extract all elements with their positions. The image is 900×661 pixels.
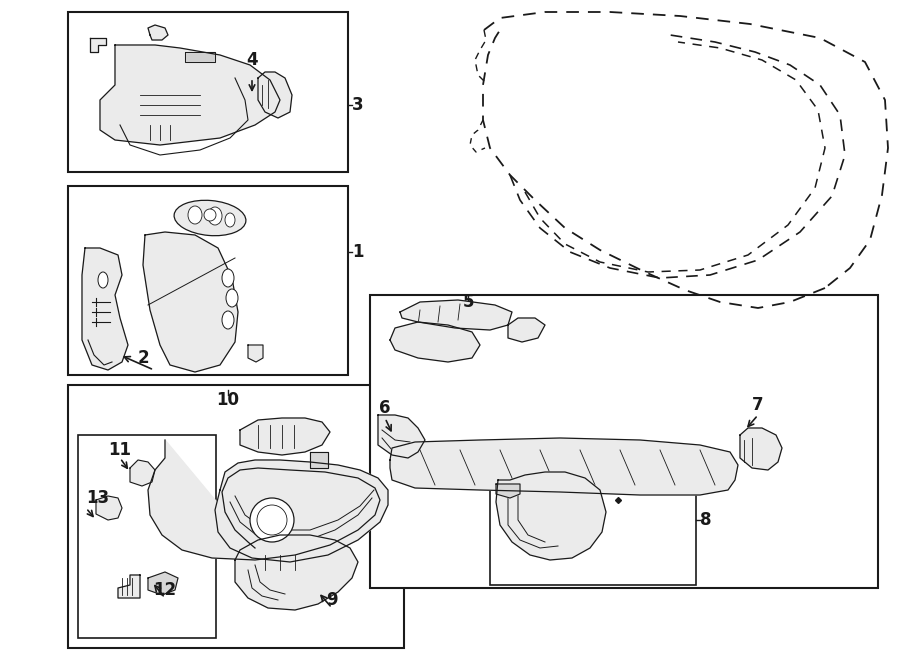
Polygon shape (496, 472, 606, 560)
Polygon shape (378, 415, 425, 458)
Circle shape (204, 209, 216, 221)
Bar (68, 385, 404, 648)
Text: 12: 12 (153, 581, 176, 599)
Polygon shape (215, 460, 388, 562)
Ellipse shape (222, 269, 234, 287)
Polygon shape (148, 25, 168, 40)
Bar (370, 295, 878, 588)
Polygon shape (235, 535, 358, 610)
Polygon shape (148, 572, 178, 595)
Bar (78, 435, 216, 638)
Ellipse shape (225, 213, 235, 227)
Text: 10: 10 (217, 391, 239, 409)
Text: 4: 4 (247, 51, 257, 69)
Polygon shape (390, 438, 738, 495)
Text: 8: 8 (700, 511, 712, 529)
Ellipse shape (188, 206, 202, 224)
Polygon shape (100, 45, 280, 145)
Ellipse shape (174, 200, 246, 236)
Polygon shape (248, 345, 263, 362)
Polygon shape (143, 232, 238, 372)
Circle shape (250, 498, 294, 542)
Text: 2: 2 (138, 349, 149, 367)
Polygon shape (740, 428, 782, 470)
Text: 13: 13 (86, 489, 109, 507)
Polygon shape (310, 452, 328, 468)
Text: 3: 3 (352, 96, 364, 114)
Bar (68, 12, 348, 172)
Polygon shape (400, 300, 512, 330)
Text: 1: 1 (352, 243, 364, 261)
Text: 6: 6 (379, 399, 391, 417)
Polygon shape (258, 72, 292, 118)
Ellipse shape (98, 272, 108, 288)
Polygon shape (148, 440, 380, 560)
Text: 9: 9 (326, 591, 338, 609)
Polygon shape (130, 460, 155, 486)
Text: 5: 5 (463, 293, 473, 311)
Text: 11: 11 (109, 441, 131, 459)
Polygon shape (240, 418, 330, 455)
Polygon shape (96, 496, 122, 520)
Polygon shape (82, 248, 128, 370)
Text: 7: 7 (752, 396, 764, 414)
Ellipse shape (226, 289, 238, 307)
Polygon shape (390, 322, 480, 362)
Ellipse shape (208, 207, 222, 225)
Bar (490, 470, 696, 585)
Polygon shape (90, 38, 106, 52)
Polygon shape (508, 318, 545, 342)
Polygon shape (118, 575, 140, 598)
Ellipse shape (222, 311, 234, 329)
Bar (68, 186, 348, 375)
Polygon shape (496, 484, 520, 498)
Polygon shape (185, 52, 215, 62)
